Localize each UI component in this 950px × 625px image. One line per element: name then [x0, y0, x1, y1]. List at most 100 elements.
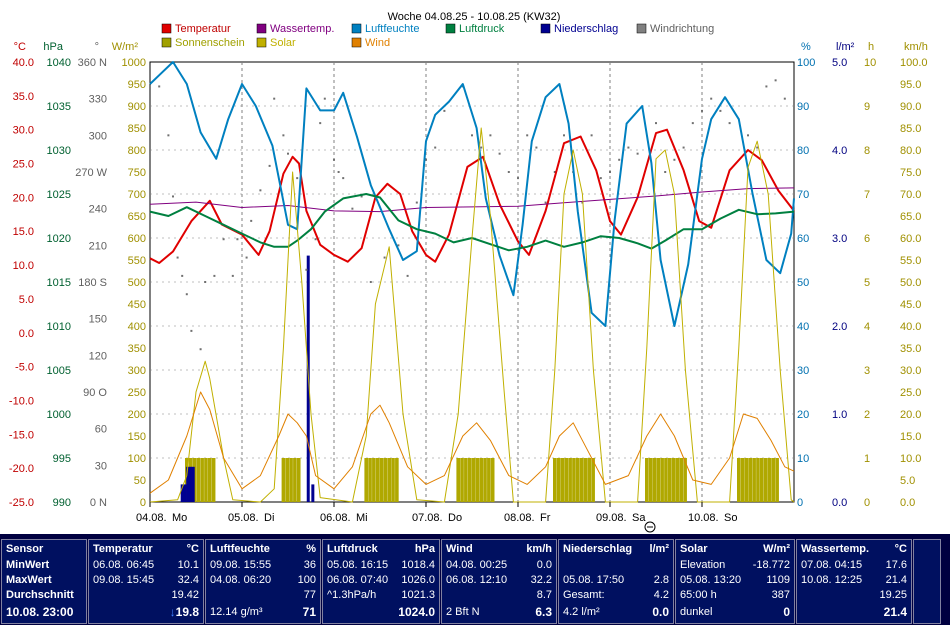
legend-swatch	[636, 23, 647, 34]
wind-direction-point	[213, 274, 216, 277]
sunshine-bar	[668, 458, 672, 502]
water-min: 17.6	[885, 559, 907, 571]
wind-min-time: 04.08. 00:25	[446, 559, 508, 571]
legend-swatch	[445, 23, 456, 34]
sunshine-bar	[572, 458, 576, 502]
wind-max: 32.2	[530, 574, 552, 586]
y-tick-label: 10	[797, 453, 809, 465]
y-tick-label: 3	[864, 365, 870, 377]
hum-max-time: 04.08. 06:20	[210, 574, 272, 586]
wind-direction-point	[351, 207, 354, 210]
y-tick-label: 800	[128, 145, 146, 157]
y-tick-label: -15.0	[9, 429, 34, 441]
y-tick-label: 200	[128, 409, 146, 421]
sunshine-bar	[683, 458, 687, 502]
y-tick-label: -5.0	[15, 362, 34, 374]
solar-state: dunkel	[680, 606, 713, 618]
y-tick-label: 65.0	[900, 211, 921, 223]
wind-direction-point	[774, 79, 777, 82]
sunshine-bar	[460, 458, 464, 502]
label-min: MinWert	[6, 559, 50, 571]
legend-label: Niederschlag	[554, 23, 618, 35]
y-tick-label: 0	[797, 497, 803, 509]
sunshine-bar	[664, 458, 668, 502]
solar-sun-hours: 65:00 h	[680, 589, 717, 601]
y-tick-label: 100.0	[900, 57, 928, 69]
y-tick-label: 10	[864, 57, 876, 69]
wind-direction-point	[287, 152, 289, 155]
y-tick-label: 0.0	[832, 497, 847, 509]
y-tick-label: 25.0	[13, 159, 34, 171]
panel-luftfeuchte: Luftfeuchte% 09.08. 15:55 36 04.08. 06:20…	[205, 539, 321, 624]
y-tick-label: 75.0	[900, 167, 921, 179]
wind-direction-point	[185, 293, 188, 296]
wind-direction-point	[682, 146, 685, 149]
temp-avg: 19.42	[171, 589, 199, 601]
sunshine-bar	[560, 458, 565, 502]
wind-direction-point	[245, 256, 248, 259]
y-tick-label: 80.0	[900, 145, 921, 157]
wind-bft: 2 Bft N	[446, 606, 480, 618]
y-tick-label: -10.0	[9, 395, 34, 407]
wind-direction-point	[719, 109, 722, 112]
wind-direction-point	[273, 97, 276, 100]
temp-max: 32.4	[177, 574, 199, 586]
y-tick-label: 750	[128, 167, 146, 179]
water-max: 21.4	[885, 574, 907, 586]
water-avg: 19.25	[879, 589, 907, 601]
wind-direction-point	[199, 348, 202, 351]
x-tick-day: Sa	[632, 512, 646, 524]
wind-direction-point	[590, 134, 593, 137]
sunshine-bar	[456, 458, 460, 502]
y-tick-label: 350	[128, 343, 146, 355]
temp-header: Temperatur	[93, 543, 153, 555]
solar-elev: -18.772	[752, 559, 790, 571]
sunshine-bar	[364, 458, 368, 502]
y-tick-label: 1000	[47, 409, 71, 421]
wind-direction-point	[673, 158, 676, 161]
y-tick-label: 360 N	[78, 57, 107, 69]
sunshine-bar	[679, 458, 684, 502]
axis-unit: km/h	[904, 41, 928, 53]
temp-now: 19.8	[175, 605, 199, 619]
sunshine-bar	[395, 458, 399, 502]
series-lines	[149, 61, 795, 503]
sunshine-bar	[591, 458, 595, 502]
wind-direction-point	[172, 195, 174, 198]
y-tick-label: 1	[864, 453, 870, 465]
panel-temperatur: Temperatur °C 06.08. 06:45 10.1 09.08. 15:…	[88, 539, 204, 624]
x-tick-label: 09.08.	[596, 512, 627, 524]
legend-label: Windrichtung	[650, 23, 714, 35]
sunshine-bar	[383, 458, 388, 502]
now-marker-icon	[644, 521, 656, 533]
series-line-wassertemp	[149, 187, 795, 213]
panel-wind: Wind km/h 04.08. 00:25 0.0 06.08. 12:10 32.…	[441, 539, 557, 624]
sunshine-bar	[767, 458, 772, 502]
sunshine-bar	[289, 458, 293, 502]
temp-unit: °C	[186, 543, 199, 555]
y-tick-label: 1020	[47, 233, 71, 245]
temp-min-time: 06.08. 06:45	[93, 559, 155, 571]
temp-min: 10.1	[177, 559, 199, 571]
wind-direction-point	[425, 158, 427, 161]
y-tick-label: 5.0	[832, 57, 847, 69]
wind-direction-point	[553, 171, 556, 173]
wind-direction-point	[296, 177, 299, 180]
y-tick-label: 20	[797, 409, 809, 421]
rain-header: Niederschlag	[563, 543, 633, 555]
y-tick-label: 150	[128, 431, 146, 443]
rain-unit: l/m²	[649, 543, 669, 555]
y-tick-label: 40.0	[900, 321, 921, 333]
y-tick-label: 40	[797, 321, 809, 333]
rain-max-time: 05.08. 17:50	[563, 574, 625, 586]
wind-direction-point	[415, 201, 418, 204]
wind-direction-point	[655, 122, 657, 125]
legend-label: Sonnenschein	[175, 37, 245, 49]
legend-swatch	[351, 23, 362, 34]
y-tick-label: 60.0	[900, 233, 921, 245]
sunshine-bar	[587, 458, 592, 502]
wind-direction-point	[305, 268, 308, 271]
water-header: Wassertemp.	[801, 543, 870, 555]
sunshine-bar	[760, 458, 764, 502]
y-tick-label: 35.0	[13, 91, 34, 103]
